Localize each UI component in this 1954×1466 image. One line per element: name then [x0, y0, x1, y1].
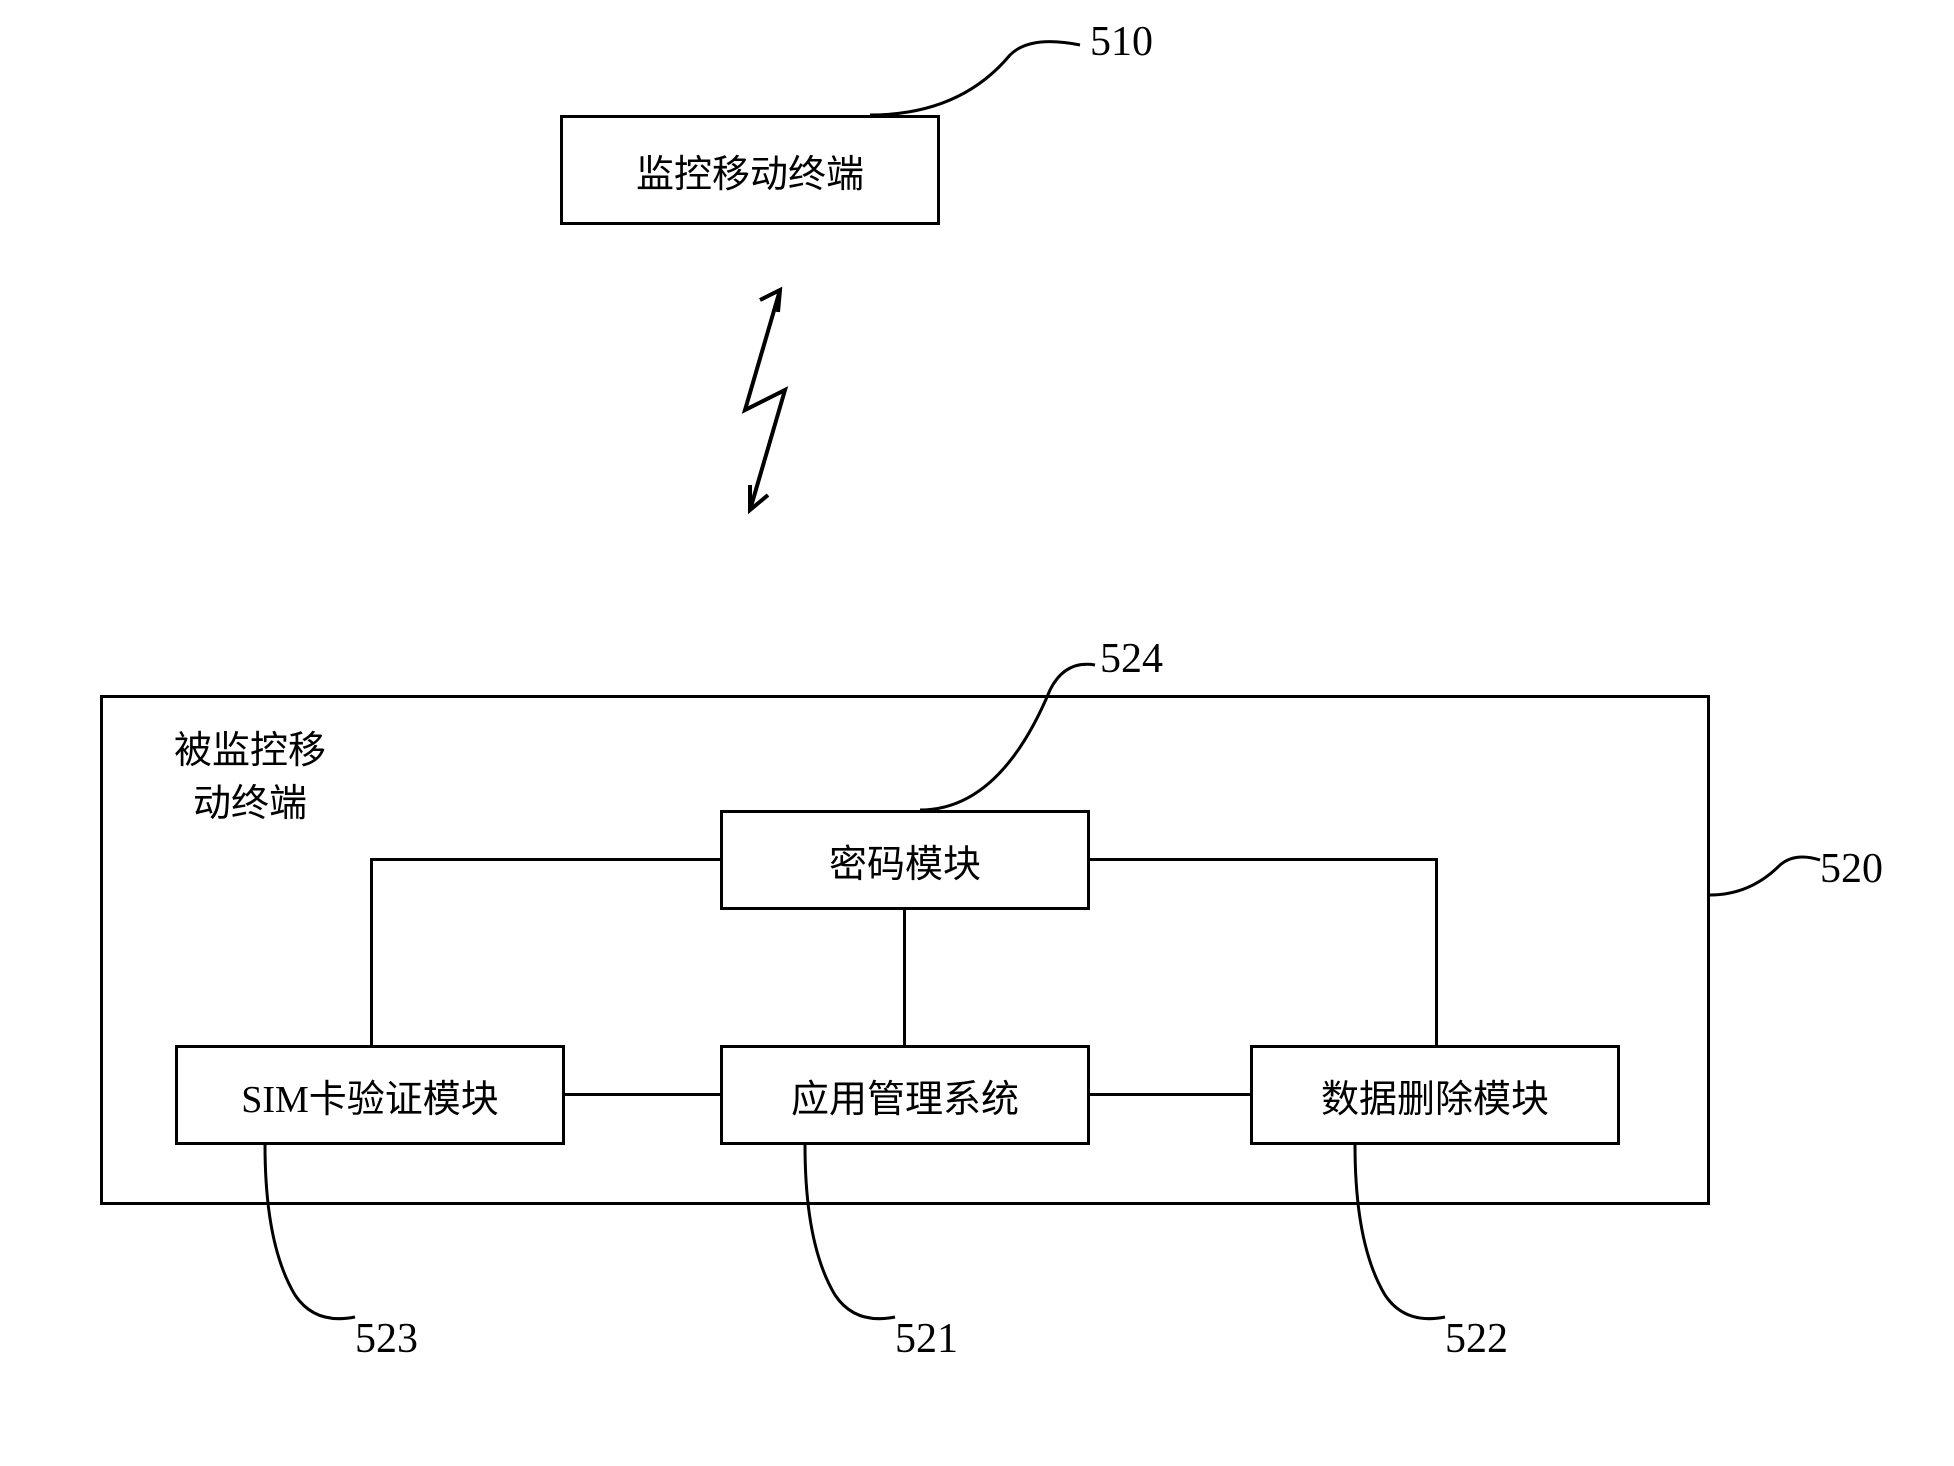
monitor-terminal-box: 监控移动终端 — [560, 115, 940, 225]
app-mgmt-system-label: 应用管理系统 — [791, 1068, 1019, 1123]
leader-522 — [1325, 1145, 1455, 1325]
ref-524: 524 — [1100, 635, 1163, 683]
sim-verify-module-label: SIM卡验证模块 — [241, 1068, 499, 1123]
ref-510: 510 — [1090, 18, 1153, 66]
leader-521 — [775, 1145, 905, 1325]
conn-pw-del-v — [1435, 858, 1438, 1048]
password-module-box: 密码模块 — [720, 810, 1090, 910]
conn-pw-app-v — [903, 910, 906, 1045]
leader-520 — [1710, 855, 1830, 905]
conn-pw-sim-v — [370, 858, 373, 1048]
conn-sim-app — [565, 1093, 720, 1096]
monitored-terminal-label: 被监控移 动终端 — [150, 725, 350, 831]
monitored-terminal-label-line2: 动终端 — [193, 783, 307, 825]
leader-524 — [920, 660, 1100, 815]
conn-pw-sim-h — [370, 858, 720, 861]
conn-app-del — [1090, 1093, 1250, 1096]
data-delete-module-label: 数据删除模块 — [1321, 1068, 1549, 1123]
monitor-terminal-label: 监控移动终端 — [636, 143, 864, 198]
monitored-terminal-label-line1: 被监控移 — [174, 730, 326, 772]
conn-pw-del-h — [1090, 858, 1438, 861]
leader-510 — [870, 40, 1090, 130]
wireless-icon — [720, 290, 810, 510]
leader-523 — [235, 1145, 365, 1325]
app-mgmt-system-box: 应用管理系统 — [720, 1045, 1090, 1145]
sim-verify-module-box: SIM卡验证模块 — [175, 1045, 565, 1145]
password-module-label: 密码模块 — [829, 833, 981, 888]
data-delete-module-box: 数据删除模块 — [1250, 1045, 1620, 1145]
